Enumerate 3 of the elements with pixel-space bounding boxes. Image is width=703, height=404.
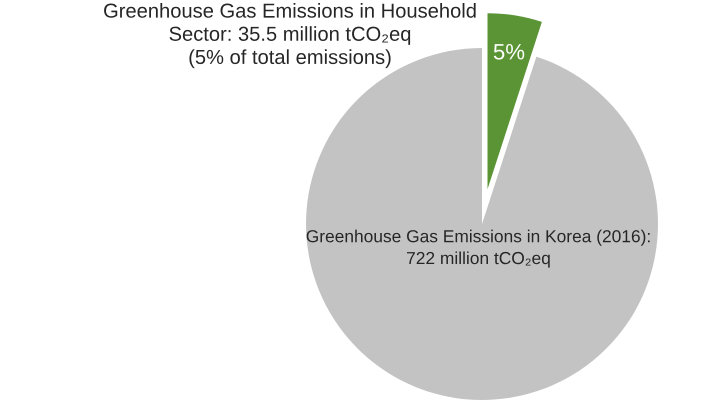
slice-label: Greenhouse Gas Emissions in Korea (2016): 722 million tCO₂eq [306,230,650,268]
slice-label: Greenhouse Gas Emissions in Household Sector: 35.5 million tCO₂eq (5% of total emissions) [104,3,476,68]
data-label: 5% [494,44,524,60]
